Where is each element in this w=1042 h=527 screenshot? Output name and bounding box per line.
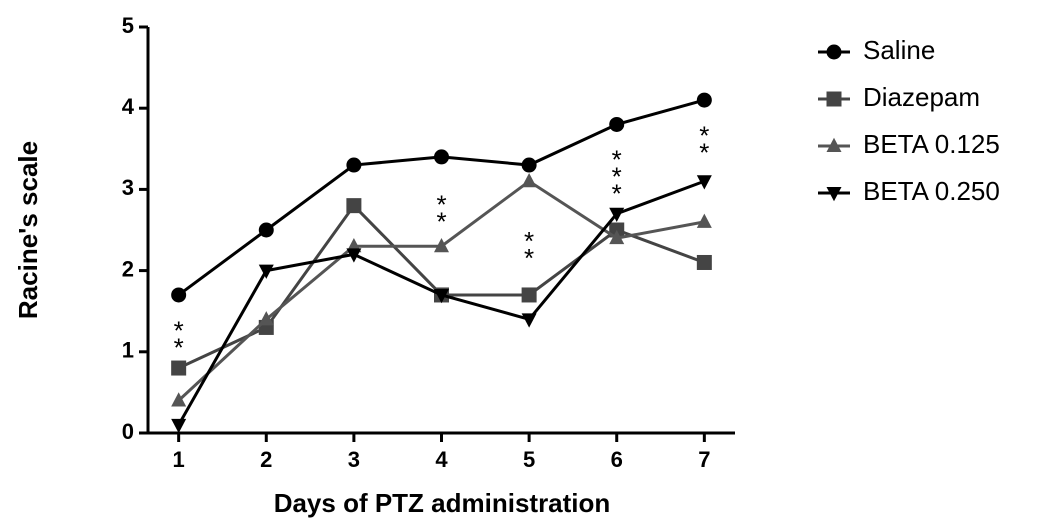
point xyxy=(696,213,712,228)
annotation: * xyxy=(699,138,709,168)
annotation: * xyxy=(699,121,709,151)
legend-label: Saline xyxy=(863,35,935,65)
point xyxy=(521,313,537,328)
annotation: * xyxy=(174,333,184,363)
point xyxy=(171,392,187,407)
point xyxy=(696,175,712,190)
legend-label: Diazepam xyxy=(863,82,980,112)
point xyxy=(826,44,842,60)
point xyxy=(434,149,449,165)
annotation: * xyxy=(612,161,622,191)
point xyxy=(521,157,537,173)
point xyxy=(258,222,274,238)
point xyxy=(609,207,625,223)
point xyxy=(696,92,712,108)
point xyxy=(171,360,187,376)
point xyxy=(826,137,842,152)
point xyxy=(346,198,362,214)
y-axis-title: Racine's scale xyxy=(13,141,43,319)
y-tick-label: 2 xyxy=(122,256,134,281)
y-tick-label: 0 xyxy=(122,419,134,444)
point xyxy=(346,157,362,173)
point xyxy=(609,229,625,245)
x-tick-label: 7 xyxy=(698,447,710,472)
annotation: * xyxy=(436,190,446,220)
point xyxy=(434,288,449,304)
y-tick-label: 3 xyxy=(122,175,134,200)
annotation: * xyxy=(524,226,534,256)
point xyxy=(258,264,274,279)
point xyxy=(521,287,537,303)
x-tick-label: 4 xyxy=(435,447,448,472)
annotation: * xyxy=(612,178,622,208)
y-tick-label: 4 xyxy=(122,94,135,119)
point xyxy=(434,237,449,253)
point xyxy=(826,187,842,202)
point xyxy=(346,248,362,263)
x-tick-label: 6 xyxy=(611,447,623,472)
x-tick-label: 2 xyxy=(260,447,272,472)
annotation: * xyxy=(524,243,534,273)
y-tick-label: 5 xyxy=(122,13,134,38)
annotation: * xyxy=(174,316,184,346)
point xyxy=(696,254,712,270)
legend-label: BETA 0.125 xyxy=(863,129,1000,159)
x-axis-title: Days of PTZ administration xyxy=(274,488,611,518)
point xyxy=(609,116,625,132)
point xyxy=(258,311,274,326)
annotation: * xyxy=(436,207,446,237)
y-tick-label: 1 xyxy=(122,338,134,363)
point xyxy=(171,418,187,434)
point xyxy=(171,287,187,303)
point xyxy=(521,173,537,188)
point xyxy=(826,91,842,107)
x-tick-label: 3 xyxy=(348,447,360,472)
x-tick-label: 5 xyxy=(523,447,535,472)
annotation: * xyxy=(612,144,622,174)
x-tick-label: 1 xyxy=(173,447,185,472)
legend-label: BETA 0.250 xyxy=(863,176,1000,206)
